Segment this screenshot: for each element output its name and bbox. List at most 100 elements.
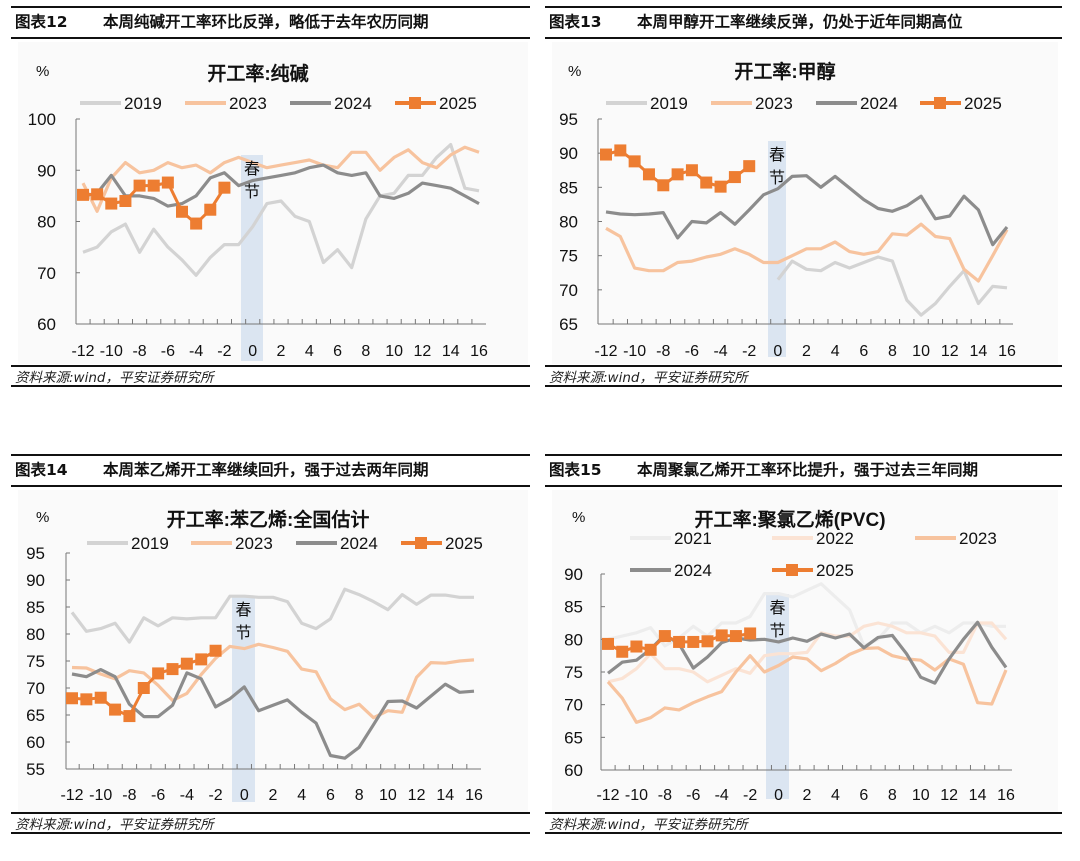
data-point-2025 — [673, 635, 686, 648]
y-tick-label: 65 — [26, 706, 45, 725]
x-tick-label: 0 — [240, 787, 249, 804]
x-tick-label: -6 — [161, 343, 175, 360]
figure-caption: 本周聚氯乙烯开工率环比提升，强于过去三年同期 — [637, 461, 979, 479]
x-tick-label: 16 — [998, 343, 1016, 360]
source-note: 资料来源:wind，平安证券研究所 — [11, 812, 530, 834]
x-tick-label: 16 — [997, 787, 1015, 804]
legend-label: 2024 — [860, 94, 898, 113]
data-point-2025 — [715, 629, 728, 642]
chart-title: 开工率:纯碱 — [207, 62, 308, 85]
legend-label: 2023 — [235, 534, 273, 553]
x-tick-label: 12 — [941, 343, 959, 360]
x-tick-label: 6 — [326, 787, 335, 804]
legend-label: 2024 — [674, 561, 712, 580]
y-tick-label: 90 — [37, 161, 56, 180]
y-axis-unit: % — [36, 63, 49, 80]
data-point-2025 — [687, 635, 700, 648]
data-point-2025 — [152, 667, 165, 680]
legend-label: 2023 — [229, 94, 267, 113]
x-tick-label: -4 — [713, 343, 727, 360]
data-point-2025 — [701, 635, 714, 648]
data-point-2025 — [133, 179, 146, 192]
legend-marker-2025 — [934, 97, 946, 109]
figure-caption: 本周苯乙烯开工率继续回升，强于过去两年同期 — [103, 461, 429, 479]
data-point-2025 — [218, 181, 231, 194]
series-line-2023 — [606, 646, 1008, 724]
x-tick-label: -4 — [180, 787, 194, 804]
x-tick-label: 0 — [774, 787, 783, 804]
y-tick-label: 95 — [559, 110, 578, 129]
x-tick-label: 14 — [436, 787, 454, 804]
x-tick-label: 4 — [297, 787, 306, 804]
data-point-2025 — [204, 203, 217, 216]
x-tick-label: 10 — [912, 787, 930, 804]
x-tick-label: 2 — [269, 787, 278, 804]
figure-header-14: 图表14 本周苯乙烯开工率继续回升，强于过去两年同期 — [11, 454, 530, 487]
x-tick-label: -12 — [594, 343, 617, 360]
data-point-2025 — [180, 657, 193, 670]
legend-label: 2021 — [674, 529, 712, 548]
figure-header-15: 图表15 本周聚氯乙烯开工率环比提升，强于过去三年同期 — [545, 454, 1062, 487]
legend-label: 2024 — [340, 534, 378, 553]
x-tick-label: -8 — [656, 343, 670, 360]
x-tick-label: 8 — [888, 787, 897, 804]
data-point-2025 — [600, 148, 612, 161]
y-tick-label: 85 — [559, 178, 578, 197]
y-tick-label: 70 — [26, 679, 45, 698]
x-tick-label: -10 — [625, 787, 648, 804]
spring-festival-band — [241, 155, 263, 361]
chart-title: 开工率:甲醇 — [734, 60, 835, 83]
x-tick-label: -12 — [596, 787, 619, 804]
x-tick-label: -6 — [685, 343, 699, 360]
data-point-2025 — [657, 179, 670, 192]
y-axis-unit: % — [572, 509, 585, 526]
x-tick-label: -2 — [217, 343, 231, 360]
x-tick-label: 12 — [414, 343, 432, 360]
data-point-2025 — [728, 171, 741, 184]
data-point-2025 — [137, 682, 150, 694]
data-point-2025 — [671, 168, 684, 181]
x-tick-label: 10 — [379, 787, 397, 804]
data-point-2025 — [91, 188, 104, 201]
data-point-2025 — [190, 217, 203, 230]
x-tick-label: -8 — [122, 787, 136, 804]
x-tick-label: 6 — [859, 787, 868, 804]
x-tick-label: -8 — [132, 343, 146, 360]
data-point-2025 — [94, 691, 107, 704]
x-tick-label: 6 — [859, 343, 868, 360]
x-tick-label: 4 — [305, 343, 314, 360]
figure-number: 图表13 — [549, 13, 602, 31]
legend-label: 2023 — [755, 94, 793, 113]
spring-festival-label: 春 — [244, 160, 260, 178]
figure-number: 图表14 — [15, 461, 68, 479]
y-tick-label: 80 — [37, 213, 56, 232]
data-point-2025 — [714, 180, 727, 193]
x-tick-label: 2 — [802, 343, 811, 360]
x-tick-label: 14 — [969, 787, 987, 804]
y-tick-label: 100 — [28, 110, 56, 129]
y-tick-label: 80 — [559, 213, 578, 232]
series-line-2019 — [776, 255, 1008, 317]
x-tick-label: 14 — [442, 343, 460, 360]
x-tick-label: 8 — [888, 343, 897, 360]
x-tick-label: 16 — [470, 343, 488, 360]
x-tick-label: 10 — [385, 343, 403, 360]
source-note: 资料来源:wind，平安证券研究所 — [545, 812, 1062, 834]
x-tick-label: 4 — [831, 787, 840, 804]
figure-caption: 本周纯碱开工率环比反弹，略低于去年农历同期 — [103, 13, 429, 31]
y-tick-label: 65 — [559, 315, 578, 334]
y-tick-label: 90 — [564, 565, 583, 584]
data-point-2025 — [743, 160, 756, 173]
x-tick-label: -4 — [715, 787, 729, 804]
legend-label: 2022 — [816, 529, 854, 548]
source-note: 资料来源:wind，平安证券研究所 — [545, 365, 1062, 387]
data-point-2025 — [644, 643, 657, 656]
legend-label: 2019 — [650, 94, 688, 113]
spring-festival-label: 节 — [235, 624, 251, 642]
spring-festival-label: 春 — [769, 146, 785, 164]
x-tick-label: -2 — [742, 343, 756, 360]
y-tick-label: 60 — [26, 733, 45, 752]
y-tick-label: 70 — [564, 696, 583, 715]
x-tick-label: 2 — [803, 787, 812, 804]
series-line-2024 — [605, 174, 1009, 247]
